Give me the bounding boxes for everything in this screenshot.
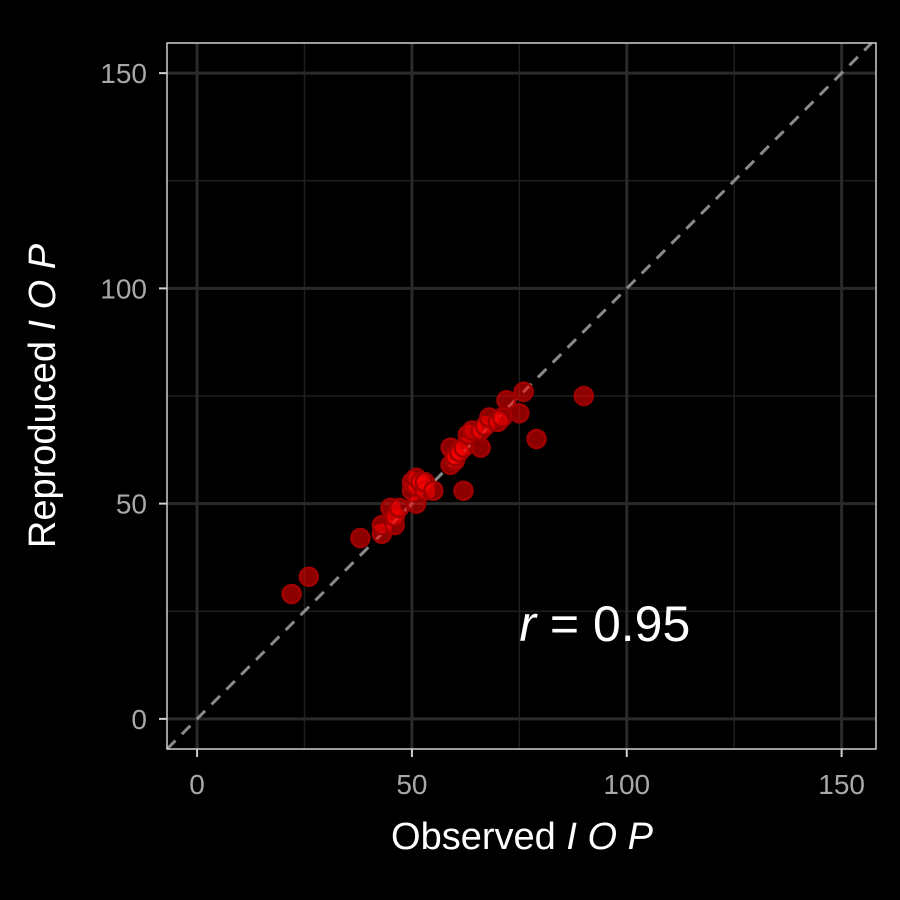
- data-point: [526, 428, 547, 450]
- x-tick-label: 100: [603, 769, 650, 800]
- data-point: [513, 381, 534, 402]
- annotation-value: = 0.95: [536, 596, 690, 652]
- grid-major: [167, 43, 876, 749]
- y-axis-label-italic: I O P: [22, 243, 64, 330]
- data-point: [491, 407, 513, 428]
- data-point: [496, 390, 517, 411]
- y-tick-label: 150: [100, 58, 147, 89]
- data-point: [453, 480, 474, 501]
- x-axis-label: Observed I O P: [391, 816, 654, 858]
- x-axis-label-prefix: Observed: [391, 816, 566, 858]
- y-tick-label: 50: [116, 489, 147, 520]
- x-tick-label: 150: [818, 769, 865, 800]
- y-tick-label: 100: [100, 273, 147, 304]
- data-point: [509, 402, 530, 424]
- y-axis-ticks: 0 50 100 150: [100, 58, 167, 735]
- data-point: [388, 497, 410, 519]
- y-tick-label: 0: [131, 704, 147, 735]
- correlation-annotation: r = 0.95: [519, 596, 690, 652]
- x-tick-label: 50: [396, 769, 427, 800]
- data-point: [298, 566, 320, 588]
- data-point: [573, 385, 595, 407]
- grid-minor: [167, 43, 876, 749]
- x-axis-ticks: 0 50 100 150: [189, 749, 865, 800]
- x-axis-label-italic: I O P: [566, 816, 653, 858]
- data-points: [281, 381, 595, 605]
- annotation-r: r: [519, 596, 538, 652]
- panel-border: [166, 42, 877, 750]
- y-axis-label: Reproduced I O P: [22, 243, 64, 548]
- data-point: [350, 527, 371, 549]
- y-axis-label-prefix: Reproduced: [22, 330, 64, 548]
- data-point: [423, 480, 444, 501]
- data-point: [281, 583, 302, 605]
- x-tick-label: 0: [189, 769, 205, 800]
- data-point: [470, 437, 491, 458]
